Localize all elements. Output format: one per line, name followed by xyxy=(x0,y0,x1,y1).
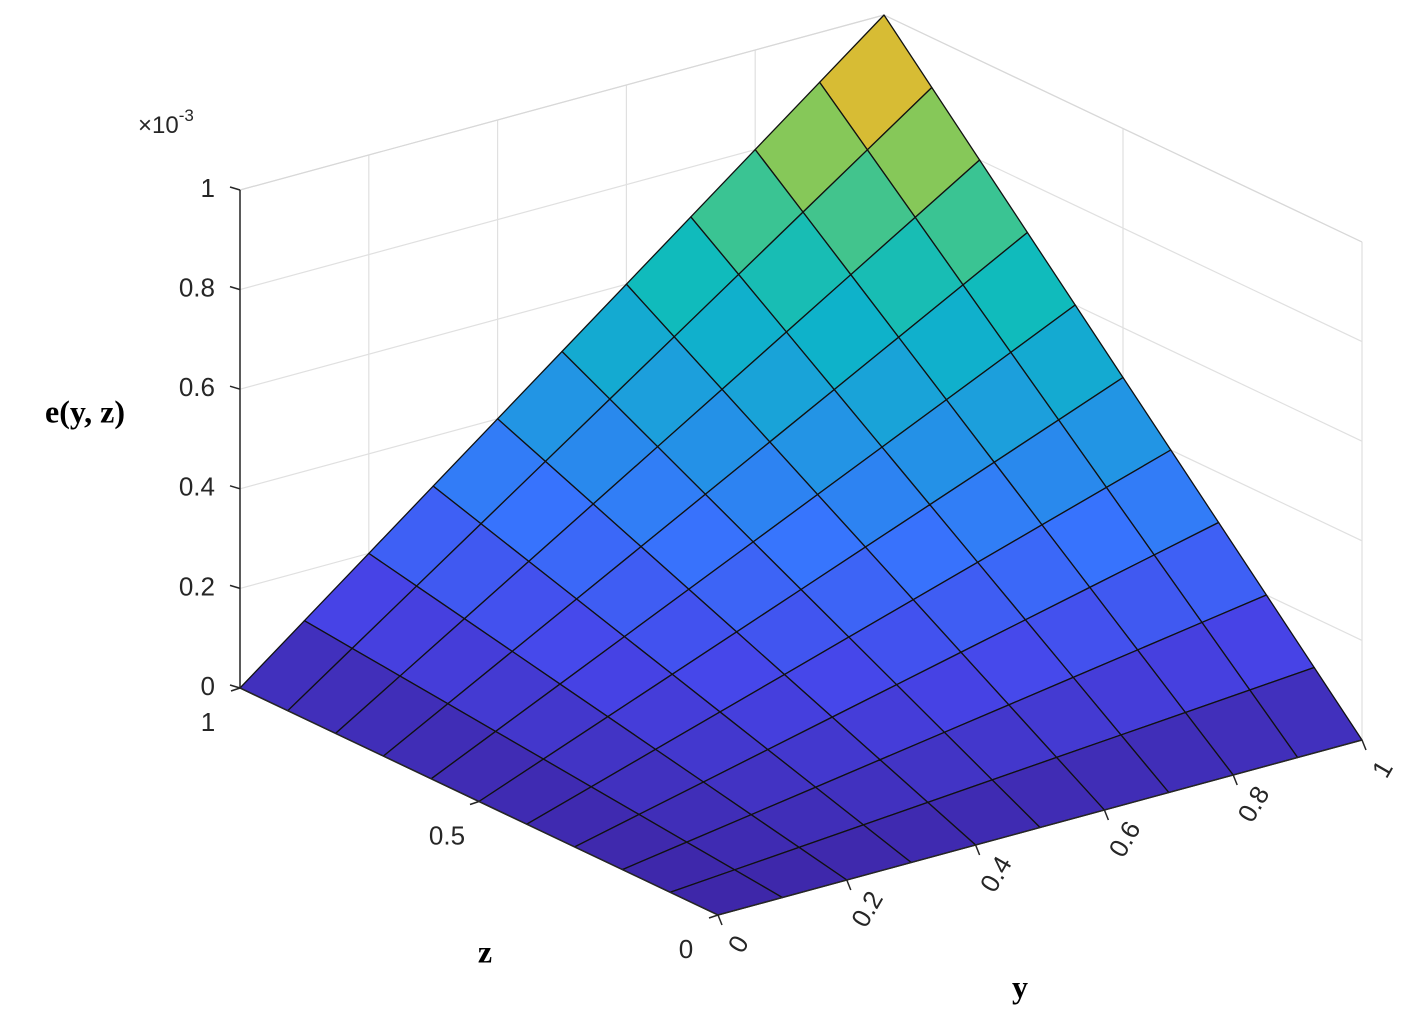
y-tick xyxy=(469,800,480,806)
scale-label: ×10-3 xyxy=(138,106,194,139)
z-tick-label: 1 xyxy=(201,173,215,203)
x-tick xyxy=(1103,809,1110,821)
x-axis-line xyxy=(717,739,1363,916)
y-tick-label: 1 xyxy=(201,707,215,737)
z-tick xyxy=(229,285,241,291)
z-tick-label: 0.2 xyxy=(179,571,215,601)
x-tick xyxy=(974,844,981,856)
z-tick xyxy=(229,186,241,191)
z-tick-label: 0 xyxy=(201,671,215,701)
z-tick xyxy=(229,584,241,590)
scale-power: -3 xyxy=(179,106,194,125)
z-tick-label: 0.6 xyxy=(179,372,215,402)
x-tick-label: 0.8 xyxy=(1231,781,1275,827)
x-axis-label: y xyxy=(1012,968,1028,1004)
z-tick-label: 0.4 xyxy=(179,472,215,502)
y-tick xyxy=(230,687,241,692)
y-tick-label: 0.5 xyxy=(429,820,465,850)
z-tick xyxy=(229,385,241,390)
x-tick-label: 0.2 xyxy=(845,886,889,932)
z-tick xyxy=(229,684,241,689)
z-axis-label: e(y, z) xyxy=(45,393,125,429)
y-axis-label: z xyxy=(478,933,492,969)
x-tick-label: 0.6 xyxy=(1103,816,1147,862)
box-edge xyxy=(239,14,885,191)
scale-base: ×10 xyxy=(138,112,179,139)
x-tick-label: 0.4 xyxy=(974,851,1018,897)
y-tick xyxy=(708,914,719,919)
x-tick xyxy=(846,879,852,891)
x-tick xyxy=(1361,739,1367,751)
y-tick-label: 0 xyxy=(679,934,693,964)
z-tick xyxy=(229,485,241,490)
x-tick-label: 0 xyxy=(722,930,755,958)
x-tick xyxy=(717,914,723,926)
x-tick xyxy=(1232,774,1238,786)
z-tick-label: 0.8 xyxy=(179,272,215,302)
x-tick-label: 1 xyxy=(1366,755,1399,783)
box-edge xyxy=(883,14,1363,243)
